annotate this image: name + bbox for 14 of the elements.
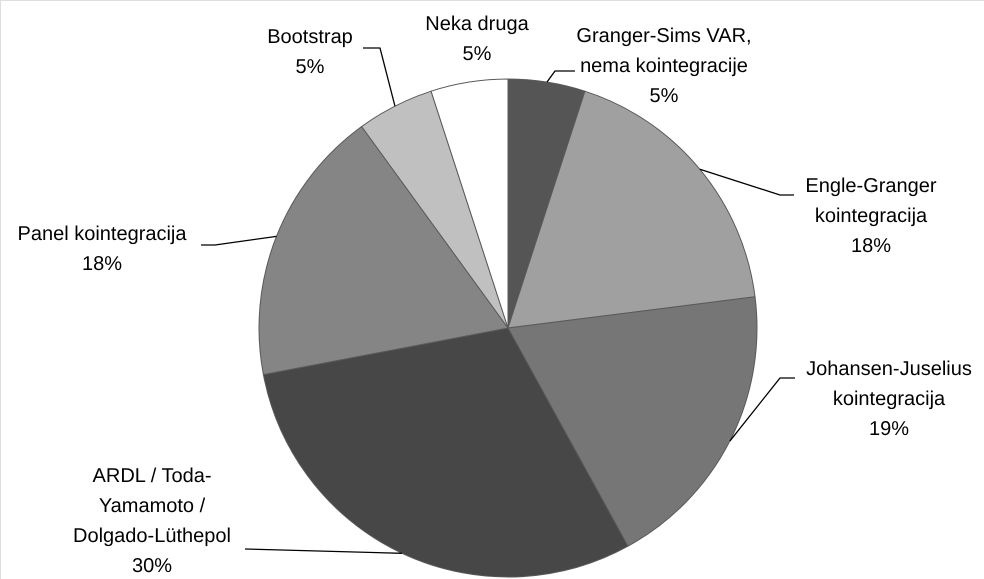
data-label: 30% bbox=[132, 555, 172, 577]
slice-label: Bootstrap bbox=[267, 26, 353, 48]
data-label: 18% bbox=[850, 235, 892, 257]
slice-label: ARDL / Toda- Yamamoto / Dolgado-Lüthepol bbox=[73, 465, 231, 547]
data-label: 19% bbox=[868, 418, 910, 440]
data-label: 5% bbox=[650, 85, 679, 107]
slice-label: Panel kointegracija bbox=[18, 223, 188, 245]
slice-label: Engle-Granger kointegracija bbox=[805, 175, 937, 227]
slice-label: Neka druga bbox=[425, 13, 530, 35]
slice-label: Granger-Sims VAR, nema kointegracije bbox=[576, 25, 752, 77]
data-label: 5% bbox=[462, 43, 492, 65]
slice-label: Johansen-Juselius kointegracija bbox=[806, 358, 972, 410]
data-label: 18% bbox=[82, 253, 122, 275]
data-label: 5% bbox=[296, 56, 325, 78]
